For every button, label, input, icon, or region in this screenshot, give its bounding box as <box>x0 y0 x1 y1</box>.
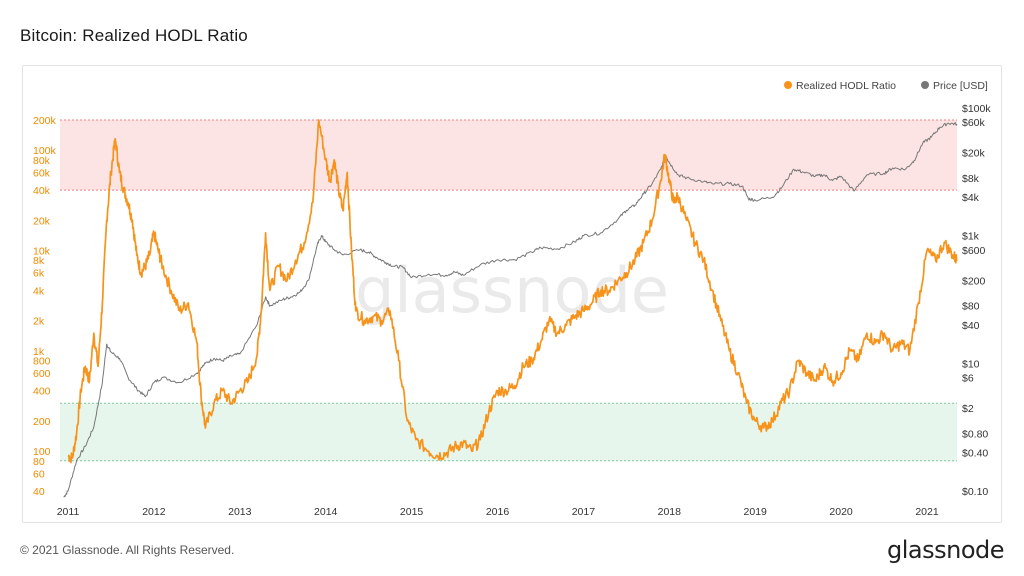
legend-ratio-marker <box>784 81 792 89</box>
x-tick-label: 2011 <box>57 506 80 518</box>
right-tick-label: $200 <box>962 275 986 287</box>
x-tick-label: 2018 <box>658 506 682 518</box>
copyright: © 2021 Glassnode. All Rights Reserved. <box>20 543 235 557</box>
glassnode-logo[interactable]: glassnode <box>886 536 1005 564</box>
legend-price-label[interactable]: Price [USD] <box>933 80 988 92</box>
right-tick-label: $0.40 <box>962 448 988 460</box>
left-tick-label: 80k <box>33 155 51 167</box>
right-tick-label: $80 <box>962 301 980 313</box>
left-tick-label: 60 <box>33 468 45 480</box>
right-tick-label: $20k <box>962 148 986 160</box>
x-tick-label: 2020 <box>829 506 853 518</box>
left-tick-label: 6k <box>33 268 45 280</box>
right-tick-label: $100k <box>962 103 991 115</box>
x-axis: 2011 2012 2013 2014 2015 2016 2017 2018 2019 2020… <box>57 506 939 518</box>
ratio-series <box>67 119 958 464</box>
left-tick-label: 20k <box>33 215 51 227</box>
right-tick-label: $0.10 <box>962 486 988 498</box>
x-tick-label: 2012 <box>142 506 166 518</box>
left-tick-label: 200 <box>33 416 51 428</box>
x-tick-label: 2019 <box>744 506 768 518</box>
left-tick-label: 2k <box>33 316 45 328</box>
right-tick-label: $600 <box>962 245 986 257</box>
x-tick-label: 2021 <box>915 506 939 518</box>
upper-band <box>60 120 957 191</box>
legend: Realized HODL Ratio Price [USD] <box>784 80 988 92</box>
threshold-bands <box>60 119 957 462</box>
legend-ratio-label[interactable]: Realized HODL Ratio <box>796 80 896 92</box>
right-tick-label: $6 <box>962 372 974 384</box>
x-tick-label: 2015 <box>400 506 424 518</box>
right-tick-label: $2 <box>962 403 974 415</box>
ratio-line <box>67 119 958 464</box>
lower-band <box>60 403 957 461</box>
left-tick-label: 400 <box>33 386 51 398</box>
right-tick-label: $8k <box>962 173 980 185</box>
left-tick-label: 10k <box>33 245 51 257</box>
right-tick-label: $40 <box>962 320 980 332</box>
right-tick-label: $1k <box>962 231 980 243</box>
left-tick-label: 1k <box>33 346 45 358</box>
x-tick-label: 2013 <box>228 506 252 518</box>
right-tick-label: $60k <box>962 117 986 129</box>
left-tick-label: 200k <box>33 115 57 127</box>
left-tick-label: 40k <box>33 185 51 197</box>
chart-panel <box>22 65 1002 523</box>
x-tick-label: 2014 <box>314 506 338 518</box>
right-tick-label: $4k <box>962 192 980 204</box>
left-tick-label: 8k <box>33 255 45 267</box>
left-tick-label: 80 <box>33 456 45 468</box>
price-line <box>63 122 958 498</box>
left-tick-label: 100k <box>33 145 57 157</box>
left-tick-label: 800 <box>33 356 51 368</box>
right-tick-label: $10 <box>962 358 980 370</box>
legend-price-marker <box>921 81 929 89</box>
left-tick-label: 40 <box>33 486 45 498</box>
right-tick-label: $0.80 <box>962 428 988 440</box>
left-tick-label: 100 <box>33 446 51 458</box>
price-series <box>63 122 958 498</box>
x-tick-label: 2017 <box>572 506 596 518</box>
left-tick-label: 4k <box>33 285 45 297</box>
right-axis: $0.10 $0.40 $0.80 $2 $6 $10 $40 $80 $200 $600 $1k $… <box>962 103 991 498</box>
watermark: glassnode <box>355 254 669 327</box>
left-tick-label: 600 <box>33 368 51 380</box>
left-tick-label: 60k <box>33 167 51 179</box>
page-title: Bitcoin: Realized HODL Ratio <box>20 26 248 45</box>
x-tick-label: 2016 <box>486 506 510 518</box>
